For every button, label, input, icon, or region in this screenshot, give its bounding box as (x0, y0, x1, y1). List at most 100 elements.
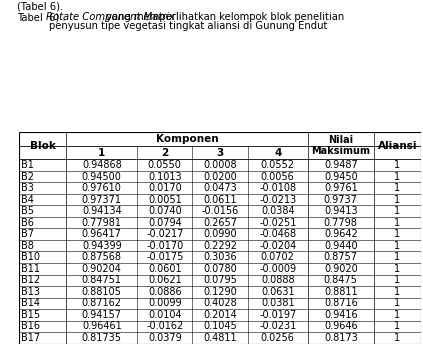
Text: B14: B14 (21, 298, 40, 308)
Text: 0.9020: 0.9020 (324, 264, 358, 274)
Text: -0.0162: -0.0162 (146, 321, 184, 331)
Text: -0.0468: -0.0468 (259, 229, 296, 239)
Text: 0.0611: 0.0611 (203, 195, 237, 205)
Text: yang memperlihatkan kelompok blok penelitian: yang memperlihatkan kelompok blok peneli… (103, 12, 344, 22)
Text: B11: B11 (21, 264, 40, 274)
Text: Aliansi: Aliansi (377, 141, 417, 151)
Text: 0.8757: 0.8757 (324, 252, 358, 262)
Text: Rotate Component Matrix: Rotate Component Matrix (47, 12, 175, 22)
Text: B17: B17 (21, 333, 40, 343)
Text: 0.4811: 0.4811 (203, 333, 237, 343)
Text: 0.96461: 0.96461 (82, 321, 122, 331)
Text: 0.8716: 0.8716 (324, 298, 358, 308)
Text: -0.0009: -0.0009 (259, 264, 296, 274)
Text: 4: 4 (274, 147, 281, 158)
Text: B15: B15 (21, 310, 40, 320)
Text: B13: B13 (21, 287, 40, 297)
Text: 0.0099: 0.0099 (148, 298, 181, 308)
Text: 0.87568: 0.87568 (82, 252, 122, 262)
Text: 1: 1 (394, 195, 400, 205)
Text: -0.0213: -0.0213 (259, 195, 297, 205)
Text: 0.0008: 0.0008 (203, 160, 237, 170)
Text: 0.2014: 0.2014 (203, 310, 237, 320)
Text: 0.1290: 0.1290 (203, 287, 237, 297)
Text: 1: 1 (394, 264, 400, 274)
Text: 0.94868: 0.94868 (82, 160, 122, 170)
Text: 0.4028: 0.4028 (203, 298, 237, 308)
Text: 1: 1 (394, 298, 400, 308)
Text: 1: 1 (394, 252, 400, 262)
Text: B2: B2 (21, 172, 34, 182)
Text: -0.0175: -0.0175 (146, 252, 184, 262)
Text: 1: 1 (394, 160, 400, 170)
Text: Blok: Blok (30, 141, 55, 151)
Text: 1: 1 (394, 218, 400, 228)
Text: 0.94134: 0.94134 (82, 206, 122, 216)
Text: Nilai
Maksimum: Nilai Maksimum (311, 135, 370, 156)
Text: 1: 1 (394, 310, 400, 320)
Text: -0.0108: -0.0108 (259, 183, 296, 193)
Text: 1: 1 (394, 241, 400, 251)
Text: 0.0051: 0.0051 (148, 195, 182, 205)
Text: penyusun tipe vegetasi tingkat aliansi di Gunung Endut: penyusun tipe vegetasi tingkat aliansi d… (49, 21, 327, 31)
Text: 0.97371: 0.97371 (82, 195, 122, 205)
Text: 1: 1 (394, 183, 400, 193)
Text: 0.0621: 0.0621 (148, 275, 182, 285)
Text: 0.0780: 0.0780 (203, 264, 237, 274)
Text: 1: 1 (394, 229, 400, 239)
Text: B1: B1 (21, 160, 33, 170)
Text: 1: 1 (394, 287, 400, 297)
Text: 0.8173: 0.8173 (324, 333, 358, 343)
Text: 0.84751: 0.84751 (82, 275, 122, 285)
Text: 0.8475: 0.8475 (324, 275, 358, 285)
Text: 0.0886: 0.0886 (148, 287, 181, 297)
Text: Komponen: Komponen (156, 134, 218, 144)
Text: B7: B7 (21, 229, 34, 239)
Text: 0.0631: 0.0631 (261, 287, 294, 297)
Text: 0.96417: 0.96417 (82, 229, 122, 239)
Text: 0.97610: 0.97610 (82, 183, 122, 193)
Text: 0.0473: 0.0473 (203, 183, 237, 193)
Text: 2: 2 (161, 147, 168, 158)
Text: 0.9646: 0.9646 (324, 321, 357, 331)
Text: 0.77981: 0.77981 (82, 218, 122, 228)
Text: 1: 1 (394, 333, 400, 343)
Text: 0.9737: 0.9737 (324, 195, 358, 205)
Text: 0.0552: 0.0552 (261, 160, 295, 170)
Text: 1: 1 (394, 172, 400, 182)
Text: 0.9761: 0.9761 (324, 183, 358, 193)
Text: 3: 3 (216, 147, 224, 158)
Text: 0.94399: 0.94399 (82, 241, 122, 251)
Text: 0.0056: 0.0056 (261, 172, 294, 182)
Text: 0.0794: 0.0794 (148, 218, 182, 228)
Text: B10: B10 (21, 252, 40, 262)
Text: B8: B8 (21, 241, 33, 251)
Text: Tabel  6) .: Tabel 6) . (17, 12, 69, 22)
Text: -0.0231: -0.0231 (259, 321, 297, 331)
Text: (Tabel 6).: (Tabel 6). (17, 2, 63, 12)
Text: 0.0740: 0.0740 (148, 206, 182, 216)
Text: 0.9450: 0.9450 (324, 172, 358, 182)
Text: B3: B3 (21, 183, 33, 193)
Text: 0.87162: 0.87162 (82, 298, 122, 308)
Text: 0.0990: 0.0990 (203, 229, 237, 239)
Text: 0.0256: 0.0256 (261, 333, 295, 343)
Text: 0.9642: 0.9642 (324, 229, 358, 239)
Text: 0.3036: 0.3036 (203, 252, 237, 262)
Text: 0.0795: 0.0795 (203, 275, 237, 285)
Text: B6: B6 (21, 218, 33, 228)
Text: -0.0197: -0.0197 (259, 310, 297, 320)
Text: B12: B12 (21, 275, 40, 285)
Text: -0.0170: -0.0170 (146, 241, 184, 251)
Text: 0.0381: 0.0381 (261, 298, 294, 308)
Text: 0.0888: 0.0888 (261, 275, 294, 285)
Text: 0.0601: 0.0601 (148, 264, 181, 274)
Text: B5: B5 (21, 206, 34, 216)
Text: B4: B4 (21, 195, 33, 205)
Text: 1: 1 (98, 147, 105, 158)
Text: 0.9487: 0.9487 (324, 160, 358, 170)
Text: -0.0204: -0.0204 (259, 241, 297, 251)
Text: 0.0379: 0.0379 (148, 333, 182, 343)
Text: 0.0702: 0.0702 (261, 252, 295, 262)
Text: 0.8811: 0.8811 (324, 287, 357, 297)
